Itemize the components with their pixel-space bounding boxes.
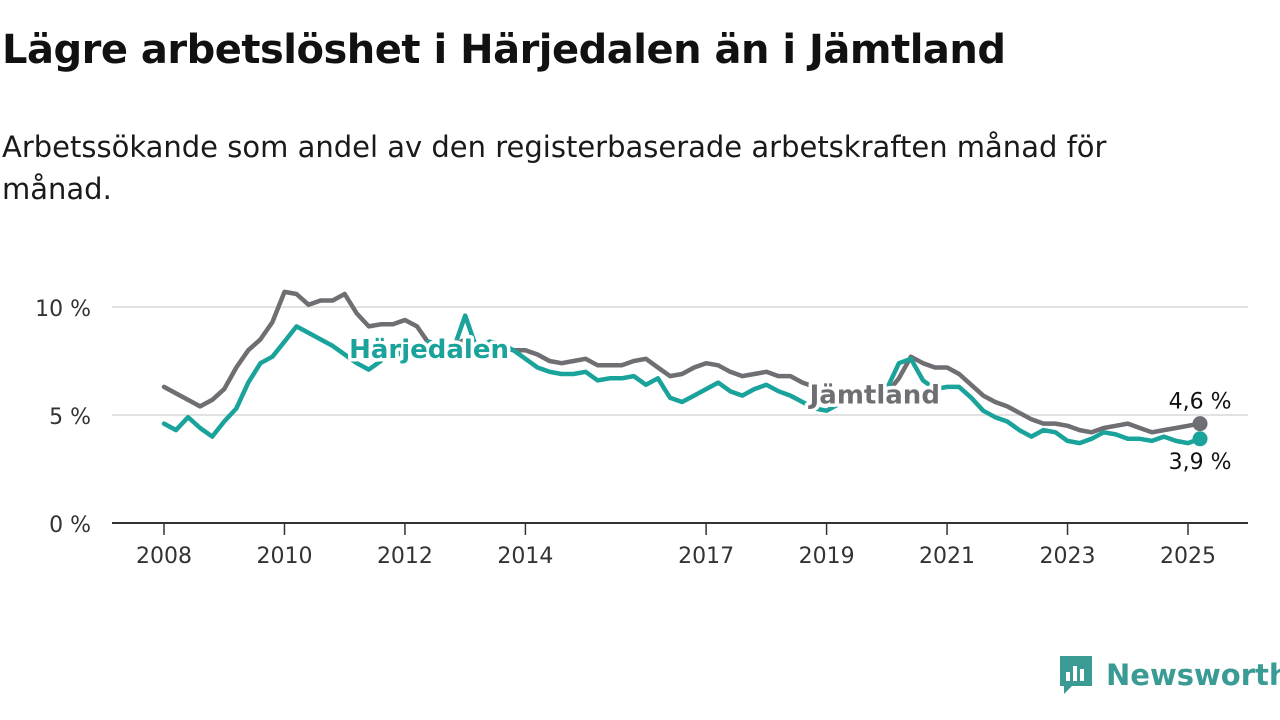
end-point-härjedalen <box>1192 431 1208 447</box>
grid-layer <box>112 306 1248 416</box>
x-tick-label: 2019 <box>799 544 855 569</box>
series-line-härjedalen <box>161 313 1203 446</box>
x-tick-label: 2023 <box>1040 544 1096 569</box>
y-tick-label: 0 % <box>49 513 91 538</box>
y-tick-label: 5 % <box>49 405 91 430</box>
series-label-härjedalen: Härjedalen <box>349 335 509 365</box>
x-tick-label: 2008 <box>136 544 192 569</box>
series-layer <box>161 289 1203 446</box>
chart-title: Lägre arbetslöshet i Härjedalen än i Jäm… <box>2 27 1006 73</box>
label-layer: Jämtland Härjedalen 4,6 % 3,9 % <box>346 332 1234 478</box>
x-tick-label: 2010 <box>256 544 312 569</box>
series-label-jämtland: Jämtland <box>808 380 940 410</box>
axis-layer: 0 % 5 % 10 % 2008 2010 2012 2014 2017 2019 2021 20… <box>35 297 1248 569</box>
end-value-label-jämtland: 4,6 % <box>1169 390 1232 415</box>
series-line-jämtland <box>161 289 1203 435</box>
newsworthy-logo-icon <box>1060 656 1092 694</box>
brand-name: Newsworthy <box>1106 658 1280 692</box>
end-value-label-härjedalen: 3,9 % <box>1169 450 1232 475</box>
x-tick-label: 2025 <box>1160 544 1216 569</box>
chart-subtitle: Arbetssökande som andel av den registerb… <box>2 130 1107 206</box>
newsworthy-logo: Newsworthy <box>1058 654 1280 696</box>
y-tick-label: 10 % <box>35 297 91 322</box>
end-point-jämtland <box>1192 416 1208 432</box>
x-tick-label: 2017 <box>678 544 734 569</box>
x-tick-label: 2021 <box>919 544 975 569</box>
x-tick-label: 2014 <box>497 544 553 569</box>
x-tick-label: 2012 <box>377 544 433 569</box>
